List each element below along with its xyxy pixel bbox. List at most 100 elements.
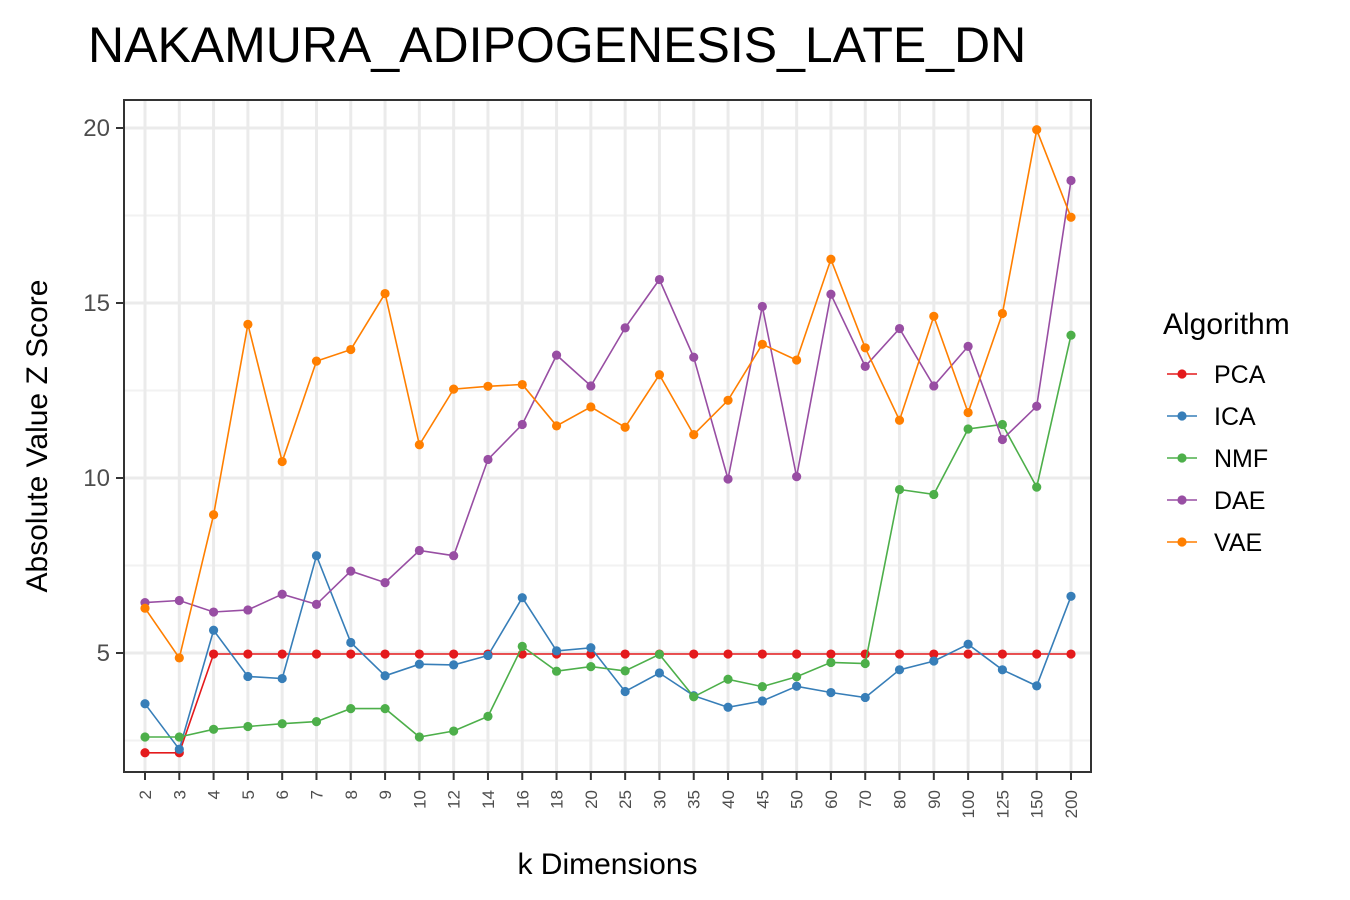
data-point <box>243 649 253 659</box>
data-point <box>311 356 322 366</box>
data-point <box>929 311 939 321</box>
data-point <box>689 352 699 362</box>
data-point <box>311 717 322 727</box>
data-point <box>174 653 184 663</box>
x-tick-label: 35 <box>685 790 704 809</box>
data-point <box>929 649 939 659</box>
data-point <box>380 671 390 681</box>
x-tick-label: 6 <box>273 790 292 799</box>
data-point <box>860 658 870 669</box>
data-point <box>311 599 322 609</box>
x-tick-label: 100 <box>959 790 978 818</box>
data-point <box>586 381 596 391</box>
data-point <box>551 350 562 360</box>
data-point <box>826 649 836 659</box>
legend-items: PCA ICA NMF DAE VAE <box>1167 361 1268 557</box>
data-point <box>894 484 905 495</box>
legend-key-point <box>1177 411 1187 421</box>
data-point <box>757 339 767 349</box>
data-point <box>277 589 287 599</box>
legend-label: ICA <box>1214 403 1256 431</box>
x-tick-label: 200 <box>1062 790 1081 818</box>
legend-item-pca: PCA <box>1167 361 1266 389</box>
data-point <box>140 603 150 613</box>
data-point <box>346 704 356 714</box>
y-tick-label: 15 <box>83 290 110 317</box>
x-tick-label: 40 <box>719 790 738 809</box>
data-point <box>449 660 459 670</box>
series-ica <box>140 551 1076 754</box>
data-point <box>894 323 905 334</box>
data-point <box>380 578 390 588</box>
series-dae <box>140 175 1076 617</box>
x-tick-label: 8 <box>342 790 361 799</box>
data-point <box>860 343 870 353</box>
plot-grid <box>124 100 1091 772</box>
series-vae <box>140 125 1076 663</box>
y-axis-label: Absolute Value Z Score <box>21 280 54 593</box>
x-tick-label: 80 <box>891 790 910 809</box>
data-point <box>826 657 836 668</box>
data-point <box>346 344 356 355</box>
data-point <box>483 381 493 391</box>
data-point <box>1066 591 1076 601</box>
data-point <box>860 692 870 703</box>
data-point <box>517 593 527 603</box>
plot-series <box>140 125 1076 758</box>
data-point <box>517 641 527 651</box>
data-point <box>654 274 665 285</box>
data-point <box>792 355 802 365</box>
data-point <box>414 732 424 742</box>
data-point <box>620 323 630 333</box>
data-point <box>997 308 1008 319</box>
data-point <box>723 395 733 405</box>
data-point <box>208 625 219 635</box>
data-point <box>757 696 767 706</box>
data-point <box>277 456 287 467</box>
data-point <box>1066 649 1076 659</box>
x-tick-label: 25 <box>616 790 635 809</box>
data-point <box>380 704 390 714</box>
data-point <box>483 650 493 661</box>
data-point <box>654 668 665 678</box>
data-point <box>380 288 390 299</box>
data-point <box>963 424 973 434</box>
y-tick-label: 20 <box>83 115 110 142</box>
data-point <box>346 637 356 648</box>
data-point <box>483 454 493 465</box>
data-point <box>963 341 973 351</box>
data-point <box>826 687 836 698</box>
data-point <box>792 681 802 691</box>
data-point <box>792 649 802 659</box>
x-tick-label: 5 <box>239 790 258 799</box>
data-point <box>723 649 733 659</box>
data-point <box>826 289 836 299</box>
data-point <box>654 370 665 380</box>
data-point <box>723 702 733 712</box>
data-point <box>997 434 1008 445</box>
x-tick-label: 20 <box>582 790 601 809</box>
legend-item-dae: DAE <box>1167 487 1265 515</box>
data-point <box>449 726 459 736</box>
data-point <box>1032 681 1042 691</box>
series-line <box>144 180 1072 613</box>
data-point <box>517 419 527 430</box>
legend-item-ica: ICA <box>1167 403 1256 431</box>
data-point <box>894 649 905 659</box>
data-point <box>689 692 699 702</box>
data-point <box>929 656 939 666</box>
data-point <box>620 649 630 659</box>
data-point <box>929 381 939 391</box>
series-line <box>145 653 1071 754</box>
legend: Algorithm PCA ICA NMF DAE VAE <box>1163 308 1290 557</box>
legend-label: DAE <box>1214 487 1265 515</box>
data-point <box>757 649 767 659</box>
legend-key-point <box>1177 537 1187 547</box>
data-point <box>620 666 630 676</box>
x-tick-label: 12 <box>445 790 464 809</box>
data-point <box>689 430 699 440</box>
data-point <box>449 649 459 659</box>
data-point <box>551 646 562 656</box>
series-nmf <box>140 330 1076 742</box>
data-point <box>689 649 699 659</box>
